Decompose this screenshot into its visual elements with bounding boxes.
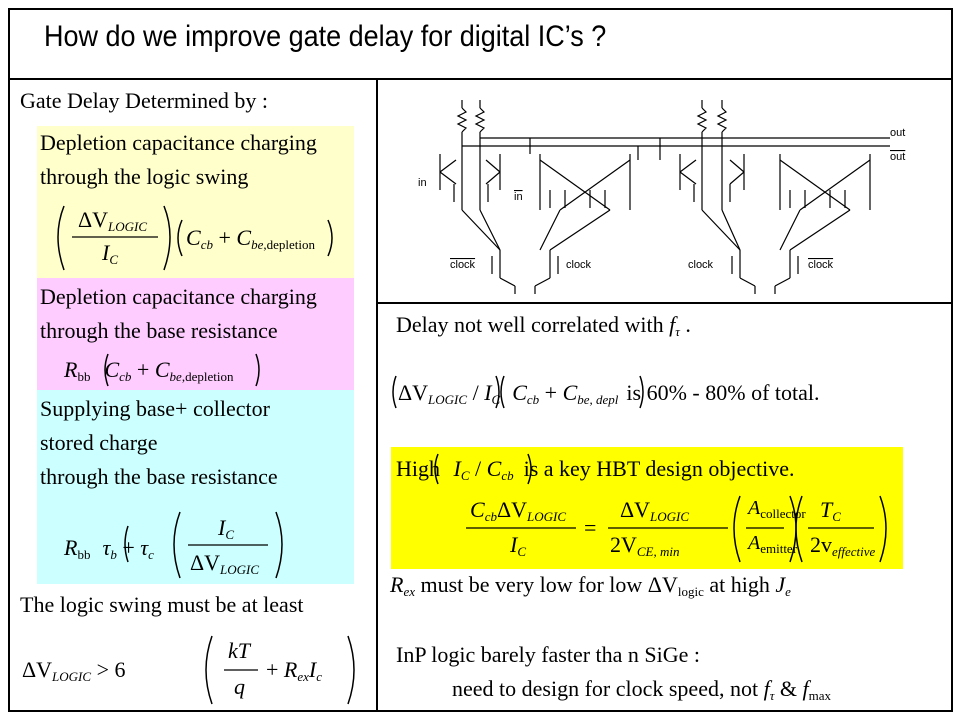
right-divider [376,302,953,304]
block1-equation [57,205,333,271]
right-line4: Rex must be very low for low ΔVlogic at … [390,572,791,599]
circuit-label-out: out [890,127,905,139]
block-base-resistance [37,278,354,390]
eq-rhs1-numerator: ΔVLOGIC [620,497,690,524]
circuit-label-clock-bar-1: clock [450,259,476,271]
right-panel [376,78,953,712]
block4-rex: + RexIc [266,657,323,684]
block2-line2: through the base resistance [40,318,278,343]
block3-equation-left: Rbb τb + τc [64,535,154,562]
right-line2: ΔVLOGIC / IC Ccb + Cbe, depl is 60% - 80% … [398,380,820,407]
block1-numerator: ΔVLOGIC [78,207,148,234]
right-line1: Delay not well correlated with fτ . [396,312,691,339]
eq-rhs3-numerator: TC [820,497,841,524]
right-line2-parens [392,375,644,409]
right-line6: need to design for clock speed, not fτ &… [452,676,831,703]
block-stored-charge [37,390,354,584]
circuit-label-clock-2: clock [688,259,714,271]
block3-line1: Supplying base+ collector [40,396,270,421]
block4-kt: kT [228,638,250,663]
eq-rhs2-numerator: Acollector [748,497,806,521]
circuit-label-clock-bar-2: clock [808,259,834,271]
block1-denominator: IC [102,240,118,267]
circuit-label-in: in [418,177,427,189]
circuit-label-in-bar: in [514,191,523,203]
block1-capacitance: Ccb + Cbe,depletion [186,225,315,252]
block3-line3: through the base resistance [40,464,278,489]
block4-q: q [234,674,245,699]
eq-rhs3-denominator: 2veffective [810,532,876,559]
highlight-box [391,447,903,569]
block3-line2: stored charge [40,430,158,455]
eq-equals: = [584,515,597,540]
block-logic-swing [37,126,354,278]
circuit-label-out-bar: out [890,151,905,163]
block1-line1: Depletion capacitance charging [40,130,317,155]
eq-rhs1-denominator: 2VCE, min [610,532,680,559]
circuit-label-clock-1: clock [566,259,592,271]
page-title: How do we improve gate delay for digital… [44,20,607,53]
latch-circuit-diagram: in in out out clock clock clock clock [418,100,905,294]
right-equation-lines [466,495,887,563]
right-line3-parens [434,453,532,485]
block3-paren [124,511,283,579]
block4-paren [205,635,355,705]
block2-line1: Depletion capacitance charging [40,284,317,309]
eq-rhs2-denominator: Aemitter [748,532,798,556]
block1-line2: through the logic swing [40,164,249,189]
block3-numerator: IC [218,515,234,542]
block4-line1: The logic swing must be at least [20,592,304,617]
block3-denominator: ΔVLOGIC [190,550,260,577]
right-line3: High IC / Ccb is a key HBT design objecti… [396,456,795,483]
eq-lhs-denominator: IC [510,532,526,559]
block2-equation: Rbb Ccb + Cbe,depletion [64,357,234,384]
block4-equation: ΔVLOGIC > 6 [22,657,126,684]
block2-paren [104,353,260,387]
gate-delay-header: Gate Delay Determined by : [20,88,269,113]
eq-lhs-numerator: CcbΔVLOGIC [470,497,567,524]
right-line5: InP logic barely faster tha n SiGe : [396,642,701,667]
